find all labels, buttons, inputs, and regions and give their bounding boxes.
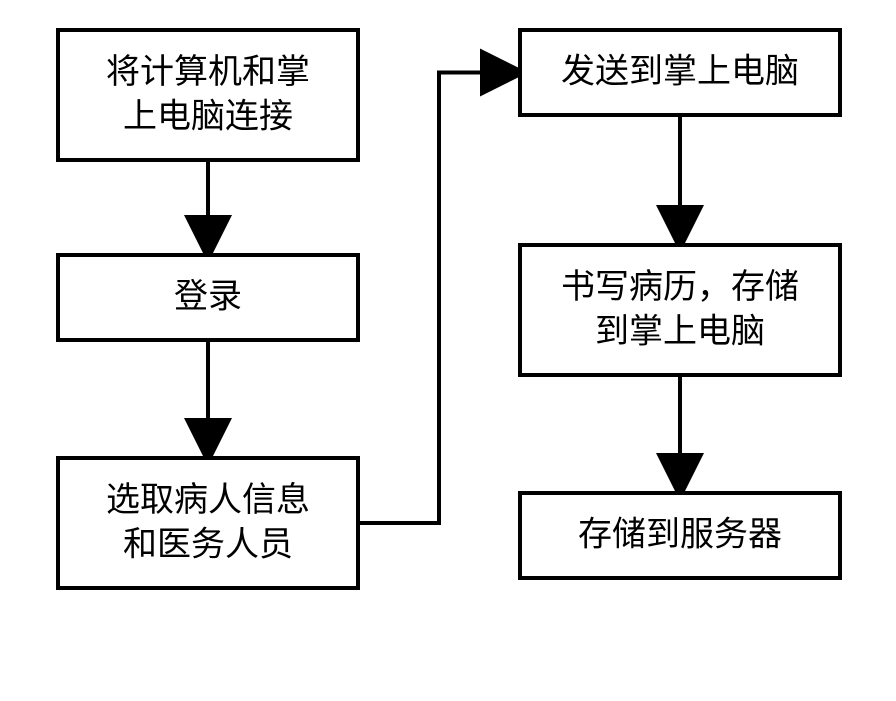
flow-node-label: 存储到服务器 <box>578 516 782 554</box>
flow-node-n2: 登录 <box>58 255 358 340</box>
flow-node-n4: 发送到掌上电脑 <box>520 30 840 115</box>
flow-node-label: 和医务人员 <box>123 525 293 563</box>
flow-node-n5: 书写病历，存储到掌上电脑 <box>520 245 840 375</box>
flow-node-label: 上电脑连接 <box>123 97 293 135</box>
flow-node-label: 书写病历，存储 <box>561 268 799 306</box>
flow-node-label: 到掌上电脑 <box>595 312 765 350</box>
flow-node-label: 登录 <box>174 278 242 316</box>
flow-node-label: 发送到掌上电脑 <box>561 53 799 91</box>
flow-node-n1: 将计算机和掌上电脑连接 <box>58 30 358 160</box>
flow-node-label: 选取病人信息 <box>106 481 310 519</box>
flow-node-label: 将计算机和掌 <box>106 53 310 91</box>
flow-edge-n3-n4 <box>358 73 520 524</box>
flow-node-n6: 存储到服务器 <box>520 493 840 578</box>
flow-node-n3: 选取病人信息和医务人员 <box>58 458 358 588</box>
